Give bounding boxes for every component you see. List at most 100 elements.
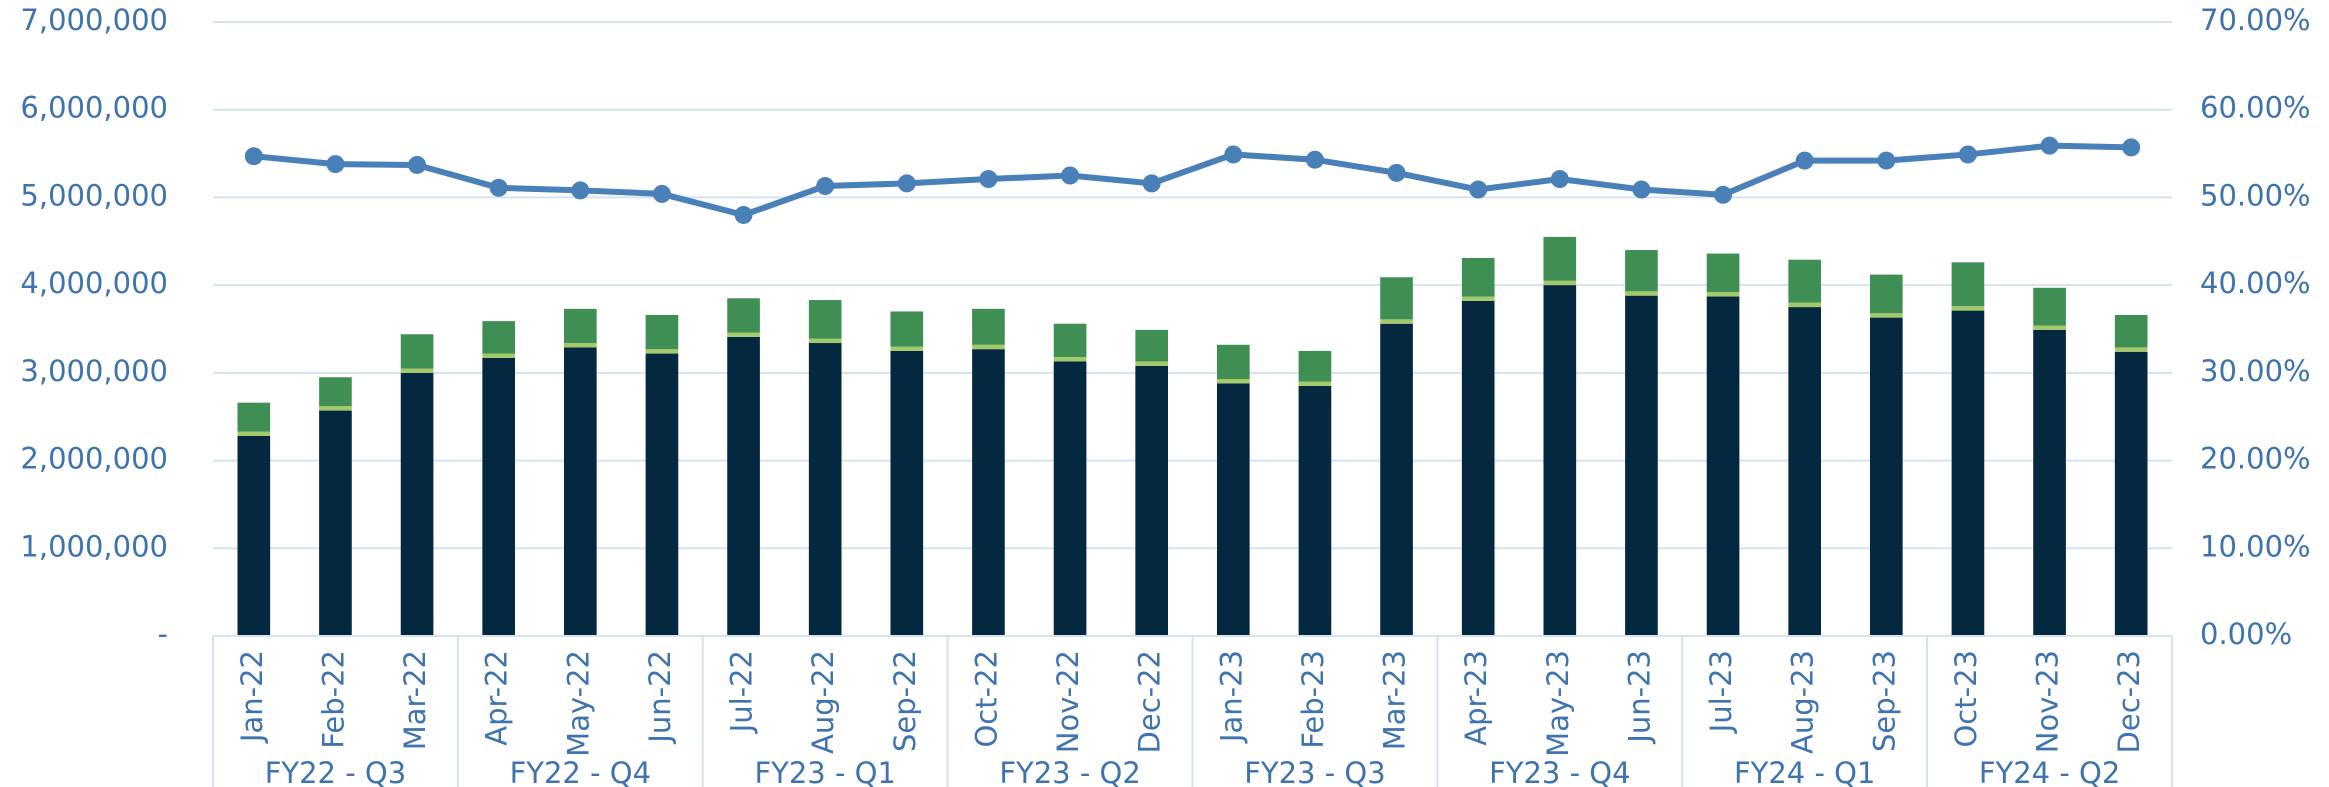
bar-segment [1788,307,1822,636]
bar-segment [645,353,679,636]
bar-segment [808,300,842,339]
y2-tick-label: 50.00% [2200,178,2311,212]
bar-segment [1216,344,1250,379]
line-point [244,147,263,166]
x-tick-label: Mar-22 [398,650,432,750]
line-point [1714,185,1733,204]
bar-segment [1380,277,1413,320]
bar-segment [1869,317,1903,636]
bar-segment [1380,323,1413,636]
bar-segment [1869,313,1903,318]
line-point [816,177,835,196]
x-tick-label: Aug-22 [806,650,840,754]
y2-tick-label: 10.00% [2200,529,2311,563]
bar-segment [563,347,597,636]
line-point [1632,180,1651,199]
bar-segment [482,353,516,358]
bar-segment [727,336,760,636]
bar-segment [1053,357,1087,362]
group-label: FY24 - Q2 [1979,756,2120,787]
bar-segment [1216,378,1250,384]
bar-segment [808,343,842,636]
bar-segment [972,349,1005,636]
x-tick-label: Dec-22 [1133,650,1167,753]
bar-segment [1706,292,1740,297]
x-tick-label: Jan-22 [235,650,269,744]
y-tick-label: - [158,617,168,651]
bar-segment [1951,310,1985,636]
x-tick-label: Feb-22 [316,650,350,749]
y-tick-label: 3,000,000 [20,354,168,388]
bar-segment [890,311,924,347]
line-point [734,205,753,224]
bar-segment [1461,300,1495,636]
bar-segment [2033,329,2066,636]
y-tick-label: 4,000,000 [20,266,168,300]
x-tick-label: Jun-22 [643,650,677,745]
bar-segment [1625,295,1658,636]
bar-segment [1216,383,1250,636]
bar-segment [1869,274,1903,314]
bar-segment [1461,257,1495,297]
bar-segment [1135,361,1169,366]
bar-segment [645,349,679,354]
line-point [571,181,590,200]
bar-segment [1543,280,1577,286]
bar-segment [1135,365,1169,636]
y-tick-label: 1,000,000 [20,529,168,563]
line-point [897,174,916,193]
line-point [1061,166,1080,185]
x-tick-label: Oct-22 [969,650,1003,748]
line-point [2040,136,2059,155]
x-tick-label: Feb-23 [1296,650,1330,749]
bar-segment [237,436,271,636]
y2-tick-label: 70.00% [2200,3,2311,37]
line-point [326,155,345,174]
bar-segment [727,298,760,333]
x-tick-label: May-22 [561,650,595,757]
y2-tick-label: 0.00% [2200,617,2292,651]
bar-segment [319,410,352,636]
bar-segment [972,344,1005,350]
line-point [1305,150,1324,169]
x-tick-label: Jul-23 [1704,650,1738,734]
bar-segment [400,334,434,369]
y-tick-label: 6,000,000 [20,91,168,125]
bar-segment [319,377,352,407]
bar-segment [482,321,516,354]
bar-segment [1135,329,1169,362]
bar-segment [563,308,597,344]
group-label: FY23 - Q1 [754,756,895,787]
y-tick-label: 2,000,000 [20,442,168,476]
x-tick-label: Nov-22 [1051,650,1085,753]
bar-segment [237,402,271,432]
bar-segment [1625,291,1658,296]
x-tick-label: Sep-22 [888,650,922,752]
line-point [489,178,508,197]
line-point [408,155,427,174]
bar-segment [1461,296,1495,301]
bar-segment [727,332,760,337]
line-point [1224,145,1243,164]
y2-tick-label: 20.00% [2200,442,2311,476]
bar-segment [2114,314,2148,348]
y-tick-label: 7,000,000 [20,3,168,37]
bar-segment [1053,323,1087,358]
x-tick-label: Jan-23 [1214,650,1248,744]
bar-segment [400,372,434,636]
bar-segment [1298,386,1332,636]
x-tick-label: May-23 [1541,650,1575,757]
bar-segment [1706,253,1740,293]
line-point [1550,170,1569,189]
bar-segment [1788,302,1822,308]
line-point [979,170,998,189]
line-point [652,184,671,203]
bar-segment [645,314,679,350]
bar-segment [1543,236,1577,281]
bar-segment [2114,351,2148,636]
group-label: FY23 - Q4 [1489,756,1630,787]
bar-segment [319,406,352,411]
bar-segment [400,368,434,373]
line [253,142,2132,219]
bar-segment [1543,285,1577,636]
